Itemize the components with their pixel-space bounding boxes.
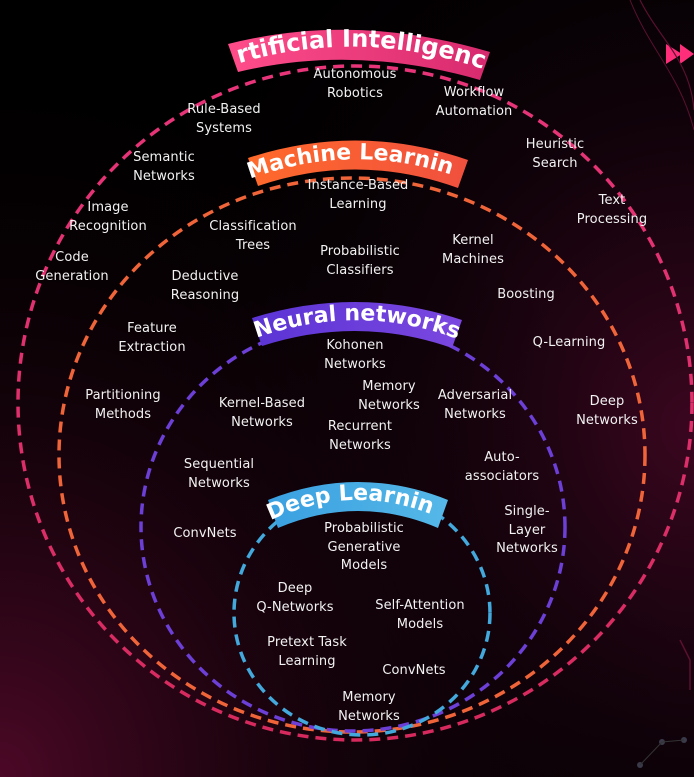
term-self-attention-models: Self-Attention Models	[375, 598, 465, 632]
circuit-dots-decoration	[637, 639, 691, 768]
term-auto-associators: Auto- associators	[464, 450, 540, 484]
term-deep-q-networks: Deep Q-Networks	[256, 581, 334, 615]
term-convnets-dl: ConvNets	[382, 663, 446, 678]
term-feature-extraction: Feature Extraction	[118, 321, 186, 355]
term-kernel-based-networks: Kernel-Based Networks	[218, 396, 306, 430]
term-kohonen-networks: Kohonen Networks	[324, 338, 386, 372]
term-kernel-machines: Kernel Machines	[442, 233, 504, 267]
term-text-processing: Text Processing	[576, 193, 648, 227]
term-semantic-networks: Semantic Networks	[133, 150, 195, 184]
term-image-recognition: Image Recognition	[69, 200, 147, 234]
ai-ring	[16, 64, 694, 742]
term-recurrent-networks: Recurrent Networks	[327, 419, 393, 453]
term-deductive-reasoning: Deductive Reasoning	[170, 269, 240, 303]
term-adversarial-networks: Adversarial Networks	[437, 388, 513, 422]
term-heuristic-search: Heuristic Search	[525, 137, 585, 171]
term-memory-networks-dl: Memory Networks	[338, 690, 400, 724]
term-probabilistic-generative-models: Probabilistic Generative Models	[324, 521, 404, 573]
term-partitioning-methods: Partitioning Methods	[85, 388, 161, 422]
term-rule-based-systems: Rule-Based Systems	[187, 102, 261, 136]
term-pretext-task-learning: Pretext Task Learning	[267, 635, 347, 669]
term-classification-trees: Classification Trees	[209, 219, 297, 253]
term-boosting: Boosting	[497, 287, 555, 302]
term-single-layer-networks: Single- Layer Networks	[496, 504, 558, 556]
term-code-generation: Code Generation	[35, 250, 109, 284]
dl-ring	[232, 489, 492, 737]
term-workflow-automation: Workflow Automation	[435, 85, 513, 119]
term-deep-networks: Deep Networks	[576, 394, 638, 428]
ml-ring	[57, 176, 647, 734]
play-arrows-icon	[629, 0, 694, 131]
term-autonomous-robotics: Autonomous Robotics	[313, 67, 397, 101]
term-instance-based-learning: Instance-Based Learning	[307, 178, 409, 212]
term-q-learning: Q-Learning	[532, 335, 606, 350]
term-sequential-networks: Sequential Networks	[183, 457, 255, 491]
term-convnets-nn: ConvNets	[173, 526, 237, 541]
term-probabilistic-classifiers: Probabilistic Classifiers	[320, 244, 400, 278]
term-memory-networks-nn: Memory Networks	[358, 379, 420, 413]
